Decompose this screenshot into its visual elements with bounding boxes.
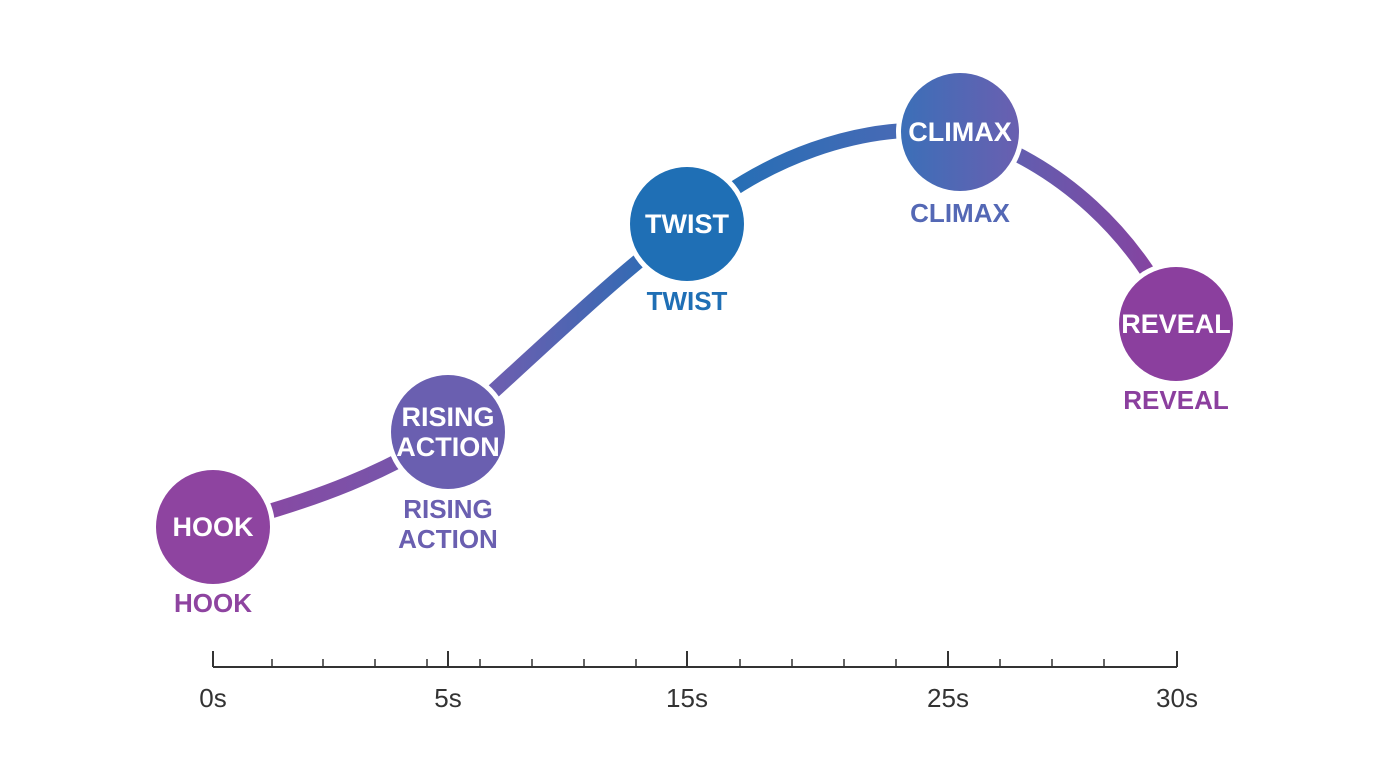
node-twist-circle	[630, 167, 744, 281]
node-hook: HOOK	[151, 465, 275, 589]
node-reveal: REVEAL	[1114, 262, 1238, 386]
label-reveal: REVEAL	[1123, 385, 1229, 415]
node-twist-text: TWIST	[645, 209, 729, 239]
label-rising-action: RISING	[403, 494, 493, 524]
tick-label: 30s	[1156, 683, 1198, 713]
node-climax-text: CLIMAX	[908, 117, 1012, 147]
node-rising-action-circle	[391, 375, 505, 489]
tick-label: 25s	[927, 683, 969, 713]
node-rising-action-text: RISING	[401, 402, 494, 432]
node-hook-text: HOOK	[173, 512, 255, 542]
label-twist: TWIST	[647, 286, 728, 316]
tick-label: 15s	[666, 683, 708, 713]
node-twist: TWIST	[625, 162, 749, 286]
node-climax-circle	[901, 73, 1019, 191]
tick-label: 0s	[199, 683, 226, 713]
node-climax: CLIMAX	[896, 68, 1024, 196]
timeline-axis: 0s 5s 15s 25s 30s	[199, 651, 1198, 713]
node-rising-action-text: ACTION	[396, 432, 500, 462]
label-rising-action: ACTION	[398, 524, 498, 554]
label-climax: CLIMAX	[910, 198, 1010, 228]
node-hook-circle	[156, 470, 270, 584]
tick-label: 5s	[434, 683, 461, 713]
node-reveal-circle	[1119, 267, 1233, 381]
node-reveal-text: REVEAL	[1121, 309, 1231, 339]
label-hook: HOOK	[174, 588, 252, 618]
